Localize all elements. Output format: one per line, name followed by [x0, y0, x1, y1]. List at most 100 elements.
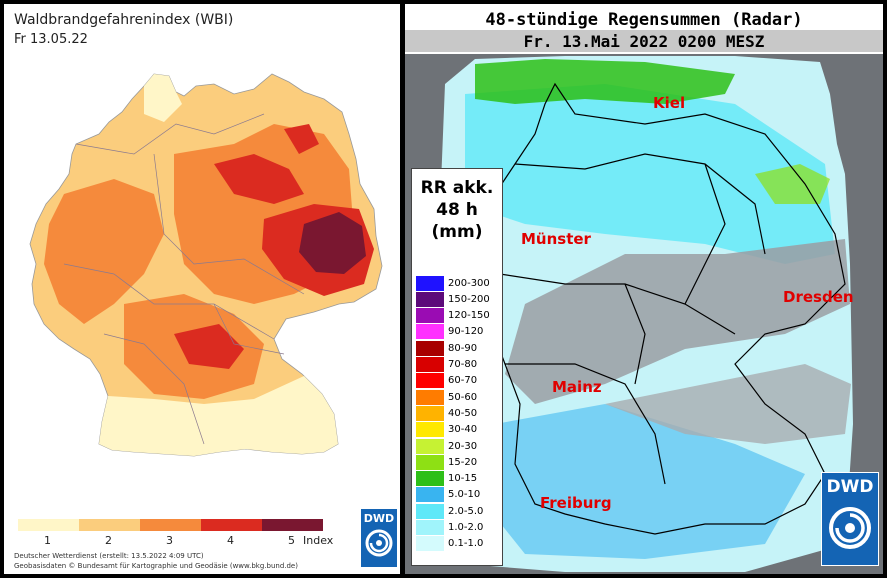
radar-legend-label: 10-15 — [448, 473, 478, 485]
radar-legend-row: 150-200 — [416, 291, 490, 307]
radar-legend-row: 10-15 — [416, 471, 477, 487]
radar-legend-label: 120-150 — [448, 310, 490, 322]
radar-borders — [484, 82, 846, 535]
radar-legend-row: 200-300 — [416, 275, 490, 291]
wbi-date: Fr 13.05.22 — [14, 32, 88, 47]
radar-legend-label: 1.0-2.0 — [448, 522, 484, 533]
radar-legend-swatch — [416, 422, 444, 438]
radar-legend-swatch — [416, 373, 444, 389]
wbi-legend-swatch-2 — [79, 519, 140, 531]
wbi-north-low — [144, 74, 182, 122]
wbi-panel: Waldbrandgefahrenindex (WBI) Fr 13.05.22 — [4, 4, 400, 574]
radar-legend-label: 2.0-5.0 — [448, 505, 484, 517]
radar-legend-swatch — [416, 471, 444, 487]
dwd-swirl-icon — [829, 507, 871, 549]
wbi-zone-4c — [174, 324, 244, 369]
radar-legend-swatch — [416, 340, 444, 356]
wbi-state-borders — [63, 113, 305, 445]
radar-legend-label: 50-60 — [448, 391, 478, 403]
radar-legend-swatch — [416, 357, 444, 372]
radar-legend-label: 15-20 — [448, 456, 478, 468]
radar-legend-swatch — [416, 405, 444, 421]
radar-legend-title-line: (mm) — [431, 222, 483, 242]
city-label-muenster: Münster — [521, 230, 591, 248]
wbi-legend-bar — [18, 519, 323, 531]
radar-rain-lightblue — [465, 84, 835, 264]
radar-panel: 48-stündige Regensummen (Radar) Fr. 13.M… — [405, 4, 883, 574]
wbi-credit-line2: Geobasisdaten © Bundesamt für Kartograph… — [14, 562, 298, 570]
radar-legend-swatch — [416, 487, 444, 503]
radar-rain-blue-south — [485, 404, 805, 559]
wbi-title: Waldbrandgefahrenindex (WBI) — [14, 12, 234, 28]
city-label-dresden: Dresden — [783, 288, 854, 306]
radar-legend-row: 70-80 — [416, 357, 477, 373]
radar-subtitle-band — [405, 30, 883, 52]
radar-legend-label: 20-30 — [448, 440, 478, 452]
radar-legend-label: 30-40 — [448, 424, 478, 436]
radar-legend-label: 150-200 — [448, 293, 490, 305]
radar-legend-swatch — [416, 291, 444, 307]
radar-legend-label: 90-120 — [448, 326, 484, 338]
wbi-south-low — [99, 376, 338, 456]
dwd-swirl-icon — [365, 529, 393, 557]
city-label-freiburg: Freiburg — [540, 494, 612, 512]
radar-legend-label: 80-90 — [448, 342, 478, 354]
radar-legend-row: 40-50 — [416, 405, 477, 421]
radar-legend-swatch — [416, 324, 444, 340]
radar-legend-swatch — [416, 275, 444, 291]
radar-title: 48-stündige Regensummen (Radar) — [485, 10, 803, 30]
city-label-mainz: Mainz — [552, 378, 602, 396]
radar-legend-label: 200-300 — [448, 277, 490, 289]
wbi-legend-label: Index — [303, 534, 334, 547]
dwd-logo-text: DWD — [826, 477, 874, 497]
wbi-zone-5 — [299, 212, 366, 274]
radar-rain-green — [475, 59, 735, 104]
radar-legend-label: 40-50 — [448, 407, 478, 419]
radar-legend-title: RR akk. 48 h (mm) — [412, 177, 502, 243]
wbi-zone-3a — [44, 179, 164, 324]
wbi-legend-label: 5 — [288, 534, 295, 547]
dwd-logo-left: DWD — [360, 508, 398, 568]
radar-legend-row: 0.1-1.0 — [416, 536, 483, 552]
radar-legend-row: 30-40 — [416, 422, 477, 438]
radar-legend-swatch — [416, 536, 444, 552]
dwd-logo-right: DWD — [821, 472, 879, 566]
radar-legend-row: 80-90 — [416, 340, 477, 356]
city-label-kiel: Kiel — [653, 94, 686, 112]
wbi-legend-swatch-3 — [140, 519, 201, 531]
radar-legend-row: 1.0-2.0 — [416, 520, 483, 536]
radar-legend-swatch — [416, 454, 444, 470]
radar-legend-label: 5.0-10 — [448, 489, 481, 501]
radar-legend-swatch — [416, 438, 444, 454]
radar-legend-title-line: RR akk. — [420, 178, 494, 198]
wbi-zone-4d — [284, 124, 319, 154]
radar-legend-row: 20-30 — [416, 438, 477, 454]
radar-legend-label: 70-80 — [448, 359, 478, 370]
radar-legend-label: 0.1-1.0 — [448, 538, 484, 550]
radar-legend-row: 120-150 — [416, 308, 490, 324]
radar-legend-swatch — [416, 520, 444, 535]
wbi-legend-swatch-4 — [201, 519, 262, 531]
wbi-legend-swatch-5 — [262, 519, 323, 531]
dwd-logo-text: DWD — [363, 512, 395, 525]
radar-legend-swatch — [416, 503, 444, 519]
radar-legend-row: 2.0-5.0 — [416, 503, 483, 519]
radar-legend-row: 15-20 — [416, 454, 477, 470]
radar-subtitle: Fr. 13.Mai 2022 0200 MESZ — [523, 32, 765, 51]
wbi-legend-labels: 1 2 3 4 5 Index — [18, 534, 348, 548]
radar-legend-row: 5.0-10 — [416, 487, 480, 503]
radar-legend: RR akk. 48 h (mm) 200-300 150-200 120-150 9… — [411, 168, 503, 566]
radar-legend-title-line: 48 h — [436, 200, 478, 220]
radar-legend-row: 60-70 — [416, 373, 477, 389]
wbi-zone-4a — [214, 154, 304, 204]
wbi-legend-label: 4 — [227, 534, 234, 547]
wbi-credit-line1: Deutscher Wetterdienst (erstellt: 13.5.2… — [14, 552, 204, 560]
radar-legend-swatch — [416, 308, 444, 324]
radar-legend-row: 90-120 — [416, 324, 483, 340]
radar-grey-band-2 — [605, 364, 851, 444]
wbi-legend-label: 3 — [166, 534, 173, 547]
radar-grey-band — [505, 239, 850, 404]
wbi-legend-swatch-1 — [18, 519, 79, 531]
radar-legend-label: 60-70 — [448, 375, 478, 387]
radar-legend-row: 50-60 — [416, 389, 477, 405]
